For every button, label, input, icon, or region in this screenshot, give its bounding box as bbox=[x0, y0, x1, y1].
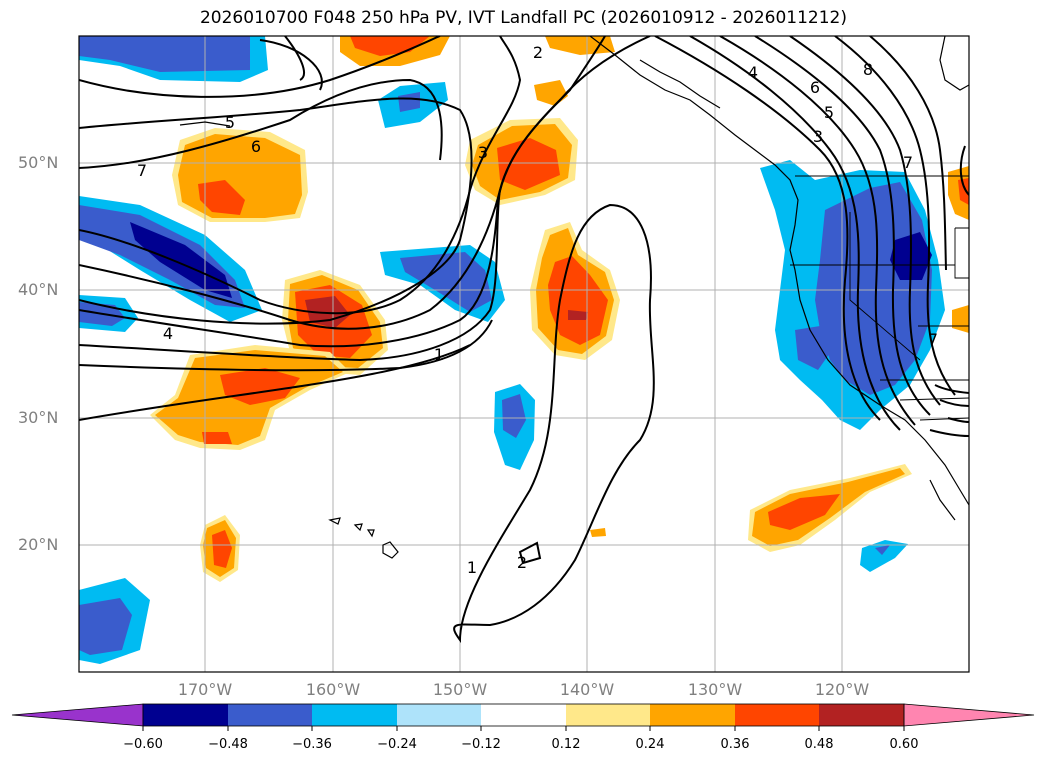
contour-label: 3 bbox=[813, 127, 823, 146]
colorbar-tick-label: 0.24 bbox=[635, 737, 665, 752]
gridlines bbox=[79, 36, 969, 672]
colorbar-tick-label: −0.60 bbox=[123, 737, 163, 752]
lon-label-140w: 140°W bbox=[559, 680, 615, 699]
positive-pv-shading bbox=[150, 36, 969, 582]
colorbar-tick-label: −0.12 bbox=[461, 737, 501, 752]
lon-label-160w: 160°W bbox=[305, 680, 361, 699]
contour-label: 8 bbox=[863, 60, 873, 79]
colorbar-tick-label: 0.12 bbox=[551, 737, 581, 752]
colorbar-extend-low bbox=[11, 703, 144, 727]
colorbar-segment bbox=[312, 704, 397, 726]
colorbar-segment bbox=[650, 704, 735, 726]
contour-label: 2 bbox=[533, 43, 543, 62]
contour-label: 3 bbox=[478, 143, 488, 162]
colorbar-segment bbox=[481, 704, 566, 726]
contour-labels: 2 4 6 5 3 8 7 6 5 3 7 4 1 1 2 7 bbox=[137, 43, 938, 577]
colorbar-tick-label: −0.36 bbox=[292, 737, 332, 752]
plot-frame bbox=[78, 35, 970, 673]
contour-label: 7 bbox=[928, 330, 938, 349]
ivt-contours bbox=[79, 36, 969, 643]
coastlines bbox=[179, 36, 969, 559]
lon-label-120w: 120°W bbox=[814, 680, 870, 699]
lon-label-130w: 130°W bbox=[687, 680, 743, 699]
colorbar-segment bbox=[735, 704, 819, 726]
contour-label: 5 bbox=[225, 113, 235, 132]
contour-label: 7 bbox=[903, 153, 913, 172]
lat-label-50n: 50°N bbox=[18, 153, 59, 172]
political-borders bbox=[790, 175, 969, 421]
contour-label: 2 bbox=[517, 553, 527, 572]
colorbar-segment bbox=[397, 704, 481, 726]
contour-label: 5 bbox=[824, 103, 834, 122]
contour-label: 1 bbox=[434, 345, 444, 364]
contour-label: 1 bbox=[467, 558, 477, 577]
lon-label-170w: 170°W bbox=[177, 680, 233, 699]
lat-label-20n: 20°N bbox=[18, 535, 59, 554]
lon-label-150w: 150°W bbox=[432, 680, 488, 699]
contour-label: 6 bbox=[251, 137, 261, 156]
colorbar-segment bbox=[566, 704, 650, 726]
lat-label-30n: 30°N bbox=[18, 408, 59, 427]
colorbar bbox=[11, 703, 1035, 731]
contour-label: 4 bbox=[748, 63, 758, 82]
contour-label: 4 bbox=[163, 324, 173, 343]
colorbar-tick-label: −0.48 bbox=[208, 737, 248, 752]
colorbar-extend-high bbox=[903, 703, 1035, 727]
colorbar-segment bbox=[228, 704, 312, 726]
colorbar-tick-label: 0.60 bbox=[889, 737, 919, 752]
colorbar-tick-label: 0.48 bbox=[804, 737, 834, 752]
contour-label: 7 bbox=[137, 161, 147, 180]
map-title: 2026010700 F048 250 hPa PV, IVT Landfall… bbox=[199, 8, 847, 28]
colorbar-frame bbox=[142, 703, 905, 727]
colorbar-tick-label: 0.36 bbox=[720, 737, 750, 752]
colorbar-segment bbox=[143, 704, 228, 726]
colorbar-tick-label: −0.24 bbox=[377, 737, 417, 752]
lat-label-40n: 40°N bbox=[18, 280, 59, 299]
colorbar-segment bbox=[819, 704, 904, 726]
map-plot-area: 2 4 6 5 3 8 7 6 5 3 7 4 1 1 2 7 bbox=[79, 36, 969, 672]
contour-label: 6 bbox=[810, 78, 820, 97]
negative-pv-shading bbox=[79, 36, 945, 664]
